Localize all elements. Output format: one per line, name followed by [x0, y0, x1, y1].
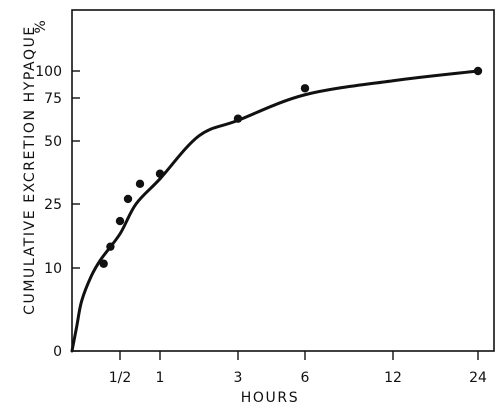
x-tick-label: 1/2	[109, 370, 132, 386]
y-tick-labels: 0 10 25 50 75 100	[35, 64, 62, 360]
data-point	[233, 114, 243, 123]
data-point	[99, 259, 108, 268]
x-tick-label: 1	[156, 370, 165, 386]
data-point	[473, 66, 483, 76]
x-tick-label: 6	[301, 370, 310, 386]
y-tick-label: 75	[44, 91, 62, 107]
x-tick-labels: 1/2 1 3 6 12 24	[109, 370, 487, 386]
data-point	[155, 169, 165, 178]
y-tick-label: 50	[44, 134, 62, 150]
x-tick-marks	[119, 351, 479, 360]
x-tick-label: 24	[469, 370, 487, 386]
data-point	[115, 216, 125, 226]
x-tick-label: 3	[234, 370, 243, 386]
data-point	[123, 194, 133, 204]
y-axis-label: CUMULATIVE EXCRETION HYPAQUE	[22, 25, 38, 315]
y-axis-unit-label: %	[33, 19, 49, 34]
y-tick-label: 10	[44, 261, 62, 277]
x-axis-label: HOURS	[241, 390, 299, 406]
data-point	[106, 242, 115, 251]
y-tick-label: 100	[35, 64, 62, 80]
data-point	[135, 179, 145, 189]
fitted-curve	[70, 69, 480, 353]
data-point	[300, 84, 310, 93]
y-tick-marks	[72, 70, 80, 352]
x-tick-label: 12	[384, 370, 402, 386]
plot-frame	[71, 9, 495, 352]
y-tick-label: 25	[44, 197, 62, 213]
data-points	[99, 66, 483, 268]
y-tick-label: 0	[53, 344, 62, 360]
